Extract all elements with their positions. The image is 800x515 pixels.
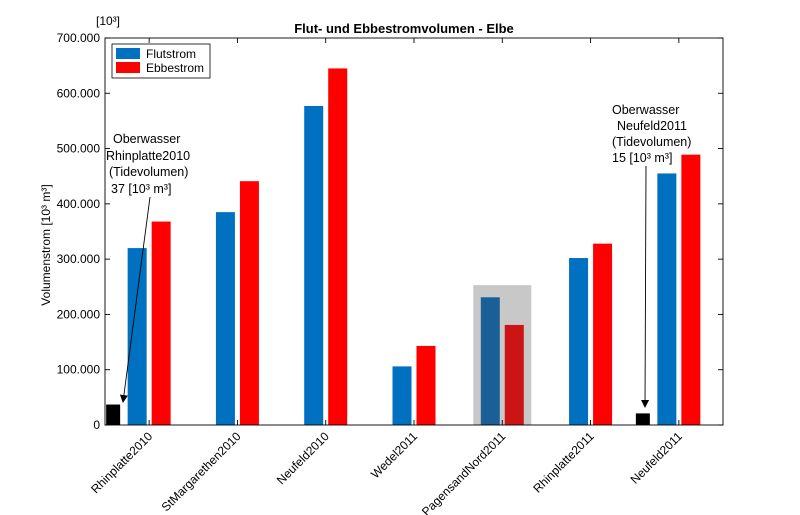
plot-frame [104, 37, 724, 426]
annotation-line: 15 [10³ m³] [612, 151, 672, 165]
chart-title: Flut- und Ebbestromvolumen - Elbe [294, 21, 514, 36]
bar-ebbestrom-neufeld2010 [328, 68, 348, 426]
bar-flutstrom-wedel2011 [392, 366, 412, 425]
annotation-line: Oberwasser [612, 103, 679, 117]
tick-labels: 0 100.000 200.000 300.000 400.000 500.000 600.… [57, 31, 686, 515]
bar-oberwasser-rhinplatte2010 [106, 404, 121, 425]
bar-ebbestrom-rhinplatte2011 [593, 243, 613, 425]
bar-flutstrom-neufeld2011 [657, 173, 677, 425]
legend-label-flutstrom: Flutstrom [146, 47, 196, 61]
y-scale-note: [10³] [96, 14, 120, 28]
legend: Flutstrom Ebbestrom [111, 43, 211, 79]
x-tick-label: Rhinplatte2010 [88, 429, 155, 496]
bar-ebbestrom-stmargarethen2010 [239, 181, 259, 425]
y-axis-label: Volumenstrom [10³ m³] [39, 184, 53, 305]
annotation-neufeld2011: Oberwasser Neufeld2011 (Tidevolumen) 15 … [612, 103, 691, 408]
legend-swatch-ebbestrom [116, 62, 140, 73]
legend-label-ebbestrom: Ebbestrom [146, 61, 204, 75]
annotation-arrow [641, 165, 650, 408]
x-tick-label: PagensandNord2011 [419, 429, 509, 515]
annotation-line: 37 [10³ m³] [111, 182, 171, 196]
x-tick-label: Neufeld2011 [628, 429, 686, 487]
annotation-line: (Tidevolumen) [109, 165, 188, 179]
bar-flutstrom-neufeld2010 [304, 106, 324, 425]
y-tick-label: 300.000 [57, 252, 101, 266]
annotation-line: Oberwasser [113, 132, 180, 146]
annotation-line: (Tidevolumen) [612, 135, 691, 149]
annotation-arrow [119, 196, 151, 403]
legend-swatch-flutstrom [116, 48, 140, 59]
y-tick-label: 100.000 [57, 363, 101, 377]
bars [106, 68, 701, 426]
bar-oberwasser-neufeld2011 [635, 413, 650, 425]
x-tick-label: Neufeld2010 [274, 429, 332, 487]
x-tick-label: StMargarethen2010 [159, 429, 244, 514]
annotation-line: Rhinplatte2010 [106, 149, 190, 163]
y-tick-label: 200.000 [57, 307, 101, 321]
y-tick-label: 600.000 [57, 86, 101, 100]
axes [104, 37, 724, 426]
bar-flutstrom-rhinplatte2010 [127, 248, 147, 425]
x-tick-label: Rhinplatte2011 [530, 429, 597, 496]
bar-ebbestrom-wedel2011 [416, 345, 436, 425]
bar-ebbestrom-neufeld2011 [681, 154, 701, 425]
y-tick-label: 500.000 [57, 142, 101, 156]
bar-flutstrom-stmargarethen2010 [215, 212, 235, 425]
annotation-rhinplatte2010: Oberwasser Rhinplatte2010 (Tidevolumen) … [106, 132, 190, 403]
bar-flutstrom-pagensandnord2011 [480, 297, 500, 425]
bar-ebbestrom-pagensandnord2011 [504, 324, 524, 425]
x-tick-label: Wedel2011 [368, 429, 420, 481]
y-tick-label: 0 [93, 418, 100, 432]
bar-ebbestrom-rhinplatte2010 [151, 221, 171, 425]
bar-flutstrom-rhinplatte2011 [569, 258, 589, 425]
annotation-line: Neufeld2011 [617, 119, 687, 133]
y-tick-label: 700.000 [57, 31, 101, 45]
y-tick-label: 400.000 [57, 197, 101, 211]
